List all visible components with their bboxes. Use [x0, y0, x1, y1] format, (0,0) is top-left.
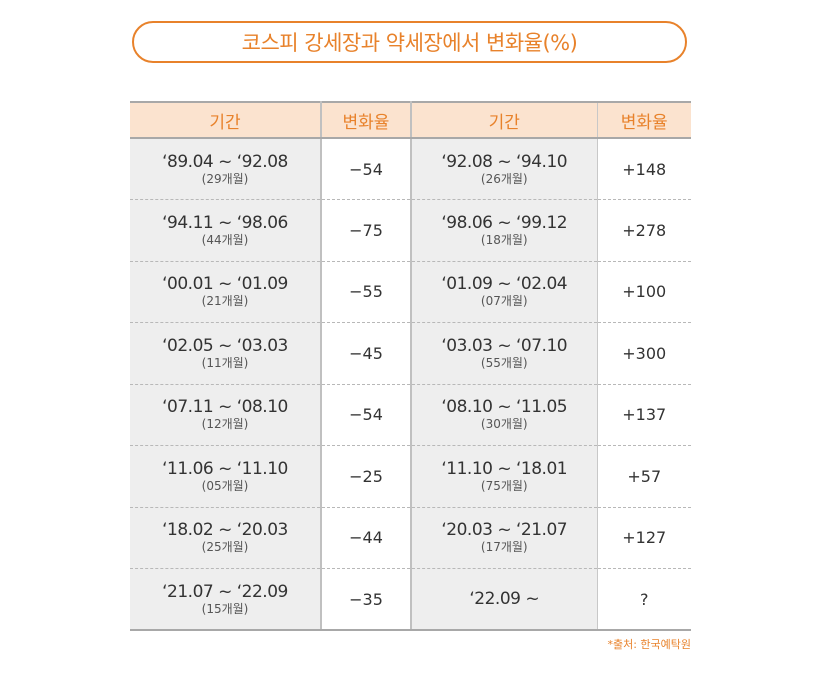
bear-period-months: (15개월)	[201, 601, 249, 616]
bull-period-cell: ‘03.03 ~ ‘07.10 (55개월)	[411, 322, 598, 385]
bull-change-cell: +57	[597, 445, 691, 508]
bull-period-cell: ‘22.09 ~	[411, 568, 598, 631]
bull-period-cell: ‘01.09 ~ ‘02.04 (07개월)	[411, 261, 598, 323]
table-header-row: 기간 변화율 기간 변화율	[130, 101, 691, 139]
bull-change-cell: +300	[597, 322, 691, 385]
bull-change-cell: +137	[597, 384, 691, 446]
change-rate-table: 기간 변화율 기간 변화율 ‘89.04 ~ ‘92.08 (29개월) −54 ‘9…	[130, 101, 691, 631]
bull-period-range: ‘03.03 ~ ‘07.10	[441, 335, 568, 356]
source-note: *출처: 한국예탁원	[607, 638, 691, 651]
title-box: 코스피 강세장과 약세장에서 변화율(%)	[132, 21, 687, 63]
bull-period-cell: ‘98.06 ~ ‘99.12 (18개월)	[411, 199, 598, 262]
bull-period-cell: ‘08.10 ~ ‘11.05 (30개월)	[411, 384, 598, 446]
bear-period-range: ‘21.07 ~ ‘22.09	[162, 581, 288, 602]
table-row: ‘00.01 ~ ‘01.09 (21개월) −55 ‘01.09 ~ ‘02.04(…	[130, 261, 691, 323]
bear-period-cell: ‘02.05 ~ ‘03.03 (11개월)	[130, 322, 322, 385]
bull-change-cell: +278	[597, 199, 691, 262]
bull-period-cell: ‘20.03 ~ ‘21.07 (17개월)	[411, 507, 598, 569]
bear-period-months: (21개월)	[201, 294, 249, 309]
bear-period-cell: ‘94.11 ~ ‘98.06 (44개월)	[130, 199, 322, 262]
bull-change-cell: +100	[597, 261, 691, 323]
bear-period-months: (11개월)	[201, 355, 249, 370]
bull-period-range: ‘22.09 ~	[469, 589, 540, 609]
bull-change-cell: +148	[597, 138, 691, 200]
bear-change-cell: −35	[321, 568, 412, 631]
bear-period-months: (05개월)	[201, 478, 249, 493]
bull-period-months: (18개월)	[480, 232, 528, 247]
bear-period-cell: ‘21.07 ~ ‘22.09 (15개월)	[130, 568, 322, 631]
bear-period-months: (12개월)	[201, 417, 249, 432]
bull-period-cell: ‘11.10 ~ ‘18.01 (75개월)	[411, 445, 598, 508]
bear-change-cell: −75	[321, 199, 412, 262]
bear-period-months: (44개월)	[201, 232, 249, 247]
table-row: ‘11.06 ~ ‘11.10 (05개월) −25 ‘11.10 ~ ‘18.01(…	[130, 445, 691, 508]
table-row: ‘89.04 ~ ‘92.08 (29개월) −54 ‘92.08 ~ ‘94.10(…	[130, 138, 691, 200]
bear-change-cell: −44	[321, 507, 412, 569]
chart-title: 코스피 강세장과 약세장에서 변화율(%)	[241, 31, 578, 55]
bear-change-cell: −25	[321, 445, 412, 508]
table-row: ‘94.11 ~ ‘98.06 (44개월) −75 ‘98.06 ~ ‘99.12(…	[130, 199, 691, 262]
bear-period-months: (29개월)	[201, 171, 249, 186]
bear-period-cell: ‘18.02 ~ ‘20.03 (25개월)	[130, 507, 322, 569]
bear-period-range: ‘18.02 ~ ‘20.03	[162, 520, 288, 541]
bull-period-months: (75개월)	[480, 478, 528, 493]
bull-change-cell: +127	[597, 507, 691, 569]
bear-change-cell: −45	[321, 322, 412, 385]
bull-period-months: (30개월)	[480, 417, 528, 432]
bull-period-range: ‘92.08 ~ ‘94.10	[441, 151, 568, 172]
bull-period-months: (26개월)	[480, 171, 528, 186]
bull-period-months: (55개월)	[480, 355, 528, 370]
bear-period-cell: ‘11.06 ~ ‘11.10 (05개월)	[130, 445, 322, 508]
bear-period-range: ‘07.11 ~ ‘08.10	[162, 397, 288, 418]
bull-period-months: (17개월)	[480, 540, 528, 555]
bull-period-range: ‘11.10 ~ ‘18.01	[441, 458, 568, 479]
bear-period-cell: ‘07.11 ~ ‘08.10 (12개월)	[130, 384, 322, 446]
header-period-bear: 기간	[130, 101, 322, 139]
bear-period-range: ‘11.06 ~ ‘11.10	[162, 458, 288, 479]
table-row: ‘02.05 ~ ‘03.03 (11개월) −45 ‘03.03 ~ ‘07.10(…	[130, 322, 691, 385]
bear-period-cell: ‘00.01 ~ ‘01.09 (21개월)	[130, 261, 322, 323]
bull-period-range: ‘98.06 ~ ‘99.12	[441, 212, 568, 233]
bear-period-range: ‘89.04 ~ ‘92.08	[162, 151, 288, 172]
bull-period-range: ‘01.09 ~ ‘02.04	[441, 274, 568, 295]
table-row: ‘18.02 ~ ‘20.03 (25개월) −44 ‘20.03 ~ ‘21.07(…	[130, 507, 691, 569]
bear-period-months: (25개월)	[201, 540, 249, 555]
header-period-bull: 기간	[411, 101, 598, 139]
table-row: ‘07.11 ~ ‘08.10 (12개월) −54 ‘08.10 ~ ‘11.05(…	[130, 384, 691, 446]
table-row: ‘21.07 ~ ‘22.09 (15개월) −35 ‘22.09 ~?	[130, 568, 691, 631]
bear-period-range: ‘94.11 ~ ‘98.06	[162, 212, 288, 233]
bull-period-months: (07개월)	[480, 294, 528, 309]
bear-change-cell: −54	[321, 384, 412, 446]
bull-period-cell: ‘92.08 ~ ‘94.10 (26개월)	[411, 138, 598, 200]
header-change-bear: 변화율	[321, 101, 412, 139]
bear-period-range: ‘02.05 ~ ‘03.03	[162, 335, 288, 356]
bear-change-cell: −55	[321, 261, 412, 323]
bear-period-cell: ‘89.04 ~ ‘92.08 (29개월)	[130, 138, 322, 200]
bull-period-range: ‘08.10 ~ ‘11.05	[441, 397, 568, 418]
bull-period-range: ‘20.03 ~ ‘21.07	[441, 520, 568, 541]
header-change-bull: 변화율	[597, 101, 691, 139]
bear-period-range: ‘00.01 ~ ‘01.09	[162, 274, 288, 295]
bull-change-cell: ?	[597, 568, 691, 631]
bear-change-cell: −54	[321, 138, 412, 200]
